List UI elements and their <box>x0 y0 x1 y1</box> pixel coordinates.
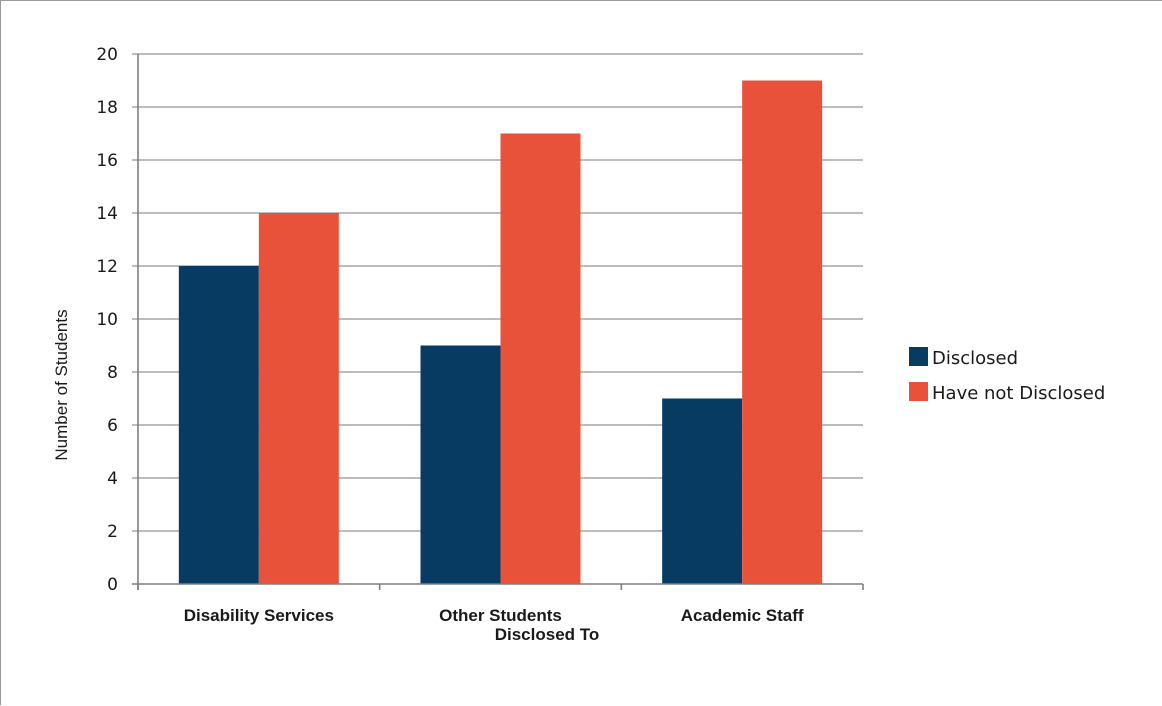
y-tick-label: 2 <box>107 522 118 542</box>
bar-have-not-disclosed-disability-services <box>258 213 339 584</box>
bar-have-not-disclosed-academic-staff <box>742 80 823 584</box>
y-tick-label: 0 <box>107 575 118 595</box>
legend-swatch <box>909 382 928 401</box>
bar-disclosed-academic-staff <box>662 398 743 584</box>
x-category-labels: Disability Services Other Students Academi… <box>184 606 804 625</box>
x-category-label: Disability Services <box>184 606 334 625</box>
y-tick-label: 8 <box>107 363 118 383</box>
y-tick-label: 4 <box>107 469 118 489</box>
legend-label: Have not Disclosed <box>932 383 1105 404</box>
legend-swatch <box>909 347 928 366</box>
y-tick-label: 20 <box>96 45 118 65</box>
y-tick-label: 14 <box>96 204 118 224</box>
bar-have-not-disclosed-other-students <box>500 133 581 584</box>
y-axis-title: Number of Students <box>52 309 71 460</box>
x-axis-title: Disclosed To <box>495 625 600 644</box>
y-tick-label: 10 <box>96 310 118 330</box>
x-category-label: Other Students <box>439 606 562 625</box>
legend-label: Disclosed <box>932 348 1018 369</box>
y-tick-label: 16 <box>96 151 118 171</box>
bar-disclosed-disability-services <box>178 266 259 584</box>
axes <box>132 54 864 590</box>
y-tick-label: 18 <box>96 98 118 118</box>
bar-disclosed-other-students <box>420 345 501 584</box>
x-category-label: Academic Staff <box>681 606 804 625</box>
y-tick-labels: 0 2 4 6 8 10 12 14 16 18 20 <box>96 45 118 595</box>
y-tick-label: 12 <box>96 257 118 277</box>
bars <box>178 80 823 584</box>
legend: Disclosed Have not Disclosed <box>909 347 1105 404</box>
y-tick-label: 6 <box>107 416 118 436</box>
